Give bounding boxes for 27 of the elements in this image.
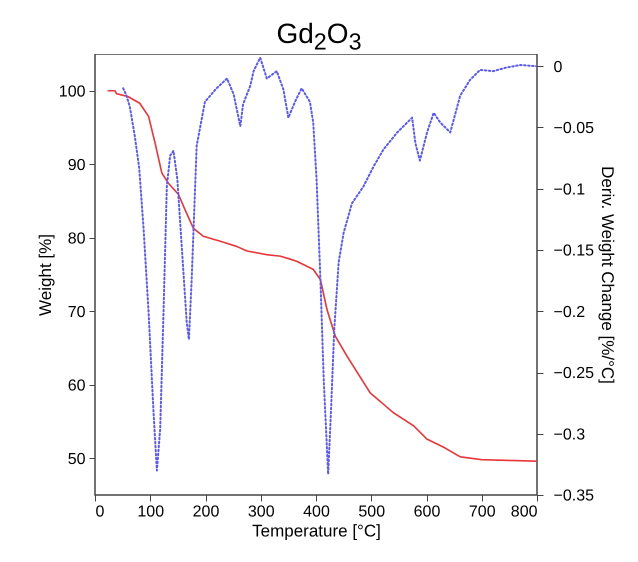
x-axis-title: Temperature [°C]: [252, 522, 381, 540]
x-tick-label: 400: [303, 504, 330, 520]
y2-tick-label: −0.25: [554, 365, 594, 382]
y2-tick-label: −0.2: [554, 304, 586, 321]
y2-tick-label: 0: [554, 58, 562, 76]
y2-tick-label: −0.15: [554, 242, 594, 260]
chart-title: Gd$_{2}$O$_{3}$: [275, 17, 363, 55]
y2-tick-label: −0.3: [554, 426, 586, 444]
x-tick-label: 0: [96, 504, 104, 520]
x-tick-label: 300: [248, 504, 275, 520]
y-tick-label: 50: [68, 450, 86, 468]
y2-tick-label: −0.1: [554, 181, 586, 198]
x-tick-label: 800: [510, 504, 538, 520]
x-tick-label: 500: [358, 504, 386, 520]
x-tick-label: 100: [137, 504, 164, 520]
y-tick-label: 100: [58, 83, 86, 100]
y-tick-label: 70: [68, 304, 86, 321]
y-tick-label: 90: [68, 156, 86, 174]
x-tick-label: 600: [414, 504, 440, 520]
y-tick-label: 80: [68, 230, 86, 248]
y-tick-label: 60: [68, 377, 86, 394]
y2-tick-label: −0.35: [554, 488, 594, 504]
x-tick-label: 200: [192, 504, 220, 520]
y2-tick-label: −0.05: [554, 120, 594, 137]
x-tick-label: 700: [468, 504, 496, 520]
y2-axis-title: Deriv. Weight Change [%/°C]: [598, 166, 617, 384]
y-axis-title: Weight [%]: [36, 234, 55, 316]
